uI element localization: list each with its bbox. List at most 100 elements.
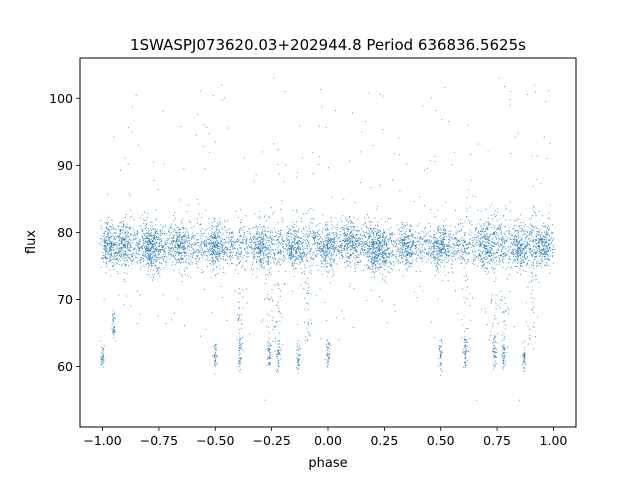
data-point <box>214 252 216 254</box>
data-point <box>134 232 136 234</box>
data-point <box>178 261 180 263</box>
data-point <box>366 239 369 241</box>
data-point <box>359 244 361 246</box>
data-point <box>303 229 305 231</box>
data-point <box>302 241 305 243</box>
data-point <box>203 244 206 246</box>
data-point <box>312 258 314 260</box>
data-point <box>243 234 245 236</box>
data-point <box>326 237 328 239</box>
data-point <box>344 240 346 242</box>
data-point <box>245 241 247 243</box>
data-point <box>363 243 365 245</box>
data-point <box>257 216 259 219</box>
data-point <box>227 229 229 231</box>
data-point <box>128 243 130 245</box>
data-point <box>501 233 503 235</box>
data-point <box>201 235 203 237</box>
data-point <box>103 232 106 234</box>
data-point <box>274 259 277 261</box>
data-point <box>100 257 102 259</box>
data-point <box>374 261 376 263</box>
data-point <box>438 246 440 248</box>
data-point <box>524 244 526 246</box>
data-point <box>142 242 144 244</box>
data-point <box>487 255 489 257</box>
data-point <box>487 248 489 250</box>
data-point <box>459 255 461 257</box>
data-point <box>321 246 323 248</box>
data-point <box>130 259 132 261</box>
data-point <box>439 247 441 249</box>
data-point <box>143 234 145 236</box>
data-point <box>466 258 468 261</box>
data-point <box>129 228 131 230</box>
data-point <box>496 242 498 244</box>
data-point <box>401 253 403 255</box>
data-point <box>150 235 152 237</box>
data-point <box>548 265 550 267</box>
data-point <box>373 263 375 265</box>
data-point <box>339 237 341 239</box>
data-point <box>114 256 116 258</box>
data-point <box>177 250 179 252</box>
data-point <box>209 227 211 229</box>
data-point <box>246 256 248 258</box>
data-point <box>316 255 318 257</box>
data-point <box>172 214 174 217</box>
data-point <box>195 250 197 252</box>
data-point <box>224 272 226 274</box>
data-point <box>382 263 384 265</box>
data-point <box>148 259 151 261</box>
data-point <box>258 231 261 233</box>
data-point <box>190 255 192 257</box>
data-point <box>256 243 258 245</box>
data-point <box>257 239 259 241</box>
data-point <box>211 258 213 260</box>
data-point <box>216 243 219 245</box>
data-point <box>375 240 377 242</box>
data-point <box>261 233 263 235</box>
data-point <box>200 238 202 240</box>
data-point <box>462 240 464 242</box>
data-point <box>119 239 121 241</box>
data-point <box>249 233 251 235</box>
data-point <box>541 232 543 234</box>
data-point <box>251 264 254 266</box>
data-point <box>167 245 169 248</box>
data-point <box>529 233 531 235</box>
data-point <box>211 241 213 243</box>
data-point <box>486 233 488 235</box>
data-point <box>547 263 549 265</box>
data-point <box>129 238 131 240</box>
data-point <box>373 274 375 276</box>
data-point <box>222 250 224 252</box>
data-point <box>327 242 329 245</box>
data-point <box>244 239 246 241</box>
data-point <box>188 262 190 264</box>
data-point <box>183 241 185 243</box>
data-point <box>463 252 465 254</box>
data-point <box>226 247 228 249</box>
data-point <box>382 251 384 253</box>
data-point <box>127 241 129 243</box>
data-point <box>109 242 111 244</box>
data-point <box>463 266 465 269</box>
data-point <box>329 241 331 243</box>
data-point <box>107 257 109 259</box>
data-point <box>174 251 176 253</box>
data-point <box>112 250 114 252</box>
data-point <box>186 228 188 230</box>
data-point <box>356 233 358 236</box>
data-point <box>373 259 375 261</box>
data-point <box>112 248 114 250</box>
data-point <box>382 252 384 254</box>
data-point <box>173 228 176 230</box>
data-point <box>187 232 189 234</box>
data-point <box>282 239 284 241</box>
data-point <box>200 248 202 250</box>
data-point <box>299 241 301 243</box>
data-point <box>496 231 498 233</box>
data-point <box>221 228 223 230</box>
data-point <box>193 238 195 240</box>
